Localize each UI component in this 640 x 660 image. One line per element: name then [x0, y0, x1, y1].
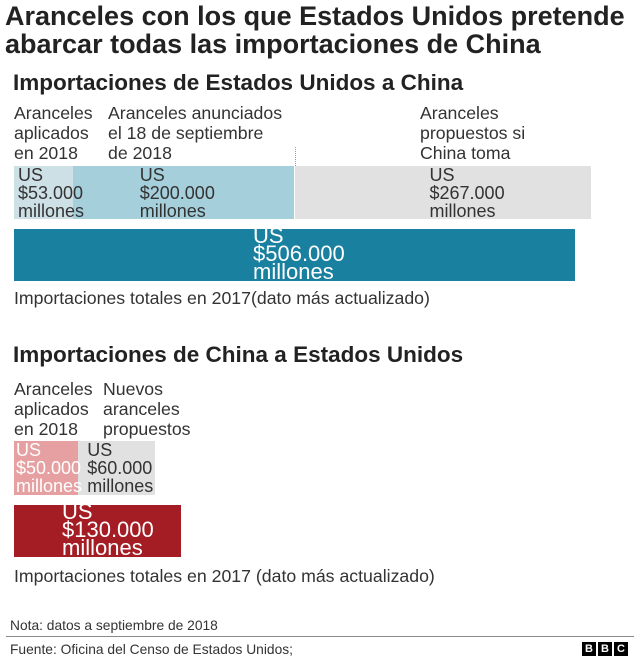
- category-label-line: China toma: [420, 143, 511, 163]
- category-label-line: de 2018: [108, 143, 172, 163]
- category-label-line: en 2018: [14, 143, 78, 163]
- logo-letter: B: [598, 642, 612, 656]
- bar-segment-proposed: US $267.000 millones: [294, 165, 591, 221]
- chart-caption: Importaciones totales en 2017(dato más a…: [14, 288, 430, 308]
- total-bar-row: US $506.000 millones: [0, 223, 640, 284]
- stacked-bar: US $50.000 millones US $60.000 millones: [0, 441, 640, 495]
- segment-value-label: US $267.000 millones: [429, 165, 505, 221]
- category-label-line: Aranceles anunciados: [108, 103, 283, 123]
- category-label-line: el 18 de septiembre: [108, 123, 264, 143]
- category-label-line: Aranceles: [14, 103, 93, 123]
- stacked-bar: US $53.000 millones US $200.000 millones…: [0, 165, 640, 221]
- category-label-applied-2018: Aranceles aplicados en 2018: [14, 379, 93, 439]
- footer-divider: [6, 636, 634, 637]
- category-label-line: Nuevos: [103, 379, 163, 399]
- bar-segment-new-proposed: US $60.000 millones: [78, 440, 156, 496]
- category-label-announced-sept-2018: Aranceles anunciados el 18 de septiembre…: [108, 103, 282, 163]
- category-label-line: propuestos: [103, 419, 191, 439]
- bar-segment-applied-2018: US $50.000 millones: [14, 441, 82, 495]
- note-text: Nota: datos a septiembre de 2018: [10, 618, 218, 633]
- total-bar-row: US $130.000 millones: [0, 499, 640, 560]
- total-value-label: US $506.000 millones: [253, 223, 345, 284]
- total-value-label: US $130.000 millones: [62, 499, 154, 560]
- category-label-line: aplicados: [14, 123, 89, 143]
- chart-title: Importaciones de China a Estados Unidos: [13, 342, 464, 367]
- category-label-line: aplicados: [14, 399, 89, 419]
- category-label-proposed: Aranceles propuestos si China toma: [420, 103, 525, 163]
- bar-segment-announced-sept-2018: US $200.000 millones: [72, 165, 295, 221]
- category-label-line: Aranceles: [420, 103, 499, 123]
- segment-value-label: US $60.000 millones: [87, 440, 154, 496]
- source-text: Fuente: Oficina del Censo de Estados Uni…: [10, 642, 293, 657]
- segment-value-label: US $200.000 millones: [139, 165, 215, 221]
- segment-value-label: US $50.000 millones: [16, 440, 83, 496]
- category-label-applied-2018: Aranceles aplicados en 2018: [14, 103, 93, 163]
- category-label-line: propuestos si: [420, 123, 526, 143]
- segment-separator: [295, 147, 296, 166]
- logo-letter: C: [614, 642, 628, 656]
- category-label-new-proposed: Nuevos aranceles propuestos: [103, 379, 191, 439]
- category-label-line: Aranceles: [14, 379, 93, 399]
- bar-segment-applied-2018: US $53.000 millones: [14, 166, 84, 220]
- total-bar: US $130.000 millones: [14, 499, 181, 560]
- page-title: Aranceles con los que Estados Unidos pre…: [5, 1, 625, 59]
- chart-title: Importaciones de Estados Unidos a China: [13, 70, 464, 95]
- bbc-logo: B B C: [582, 642, 628, 656]
- total-bar: US $506.000 millones: [14, 223, 575, 284]
- category-label-line: en 2018: [14, 419, 78, 439]
- segment-value-label: US $53.000 millones: [18, 165, 85, 221]
- chart-caption: Importaciones totales en 2017 (dato más …: [14, 566, 435, 586]
- logo-letter: B: [582, 642, 596, 656]
- category-label-line: aranceles: [103, 399, 180, 419]
